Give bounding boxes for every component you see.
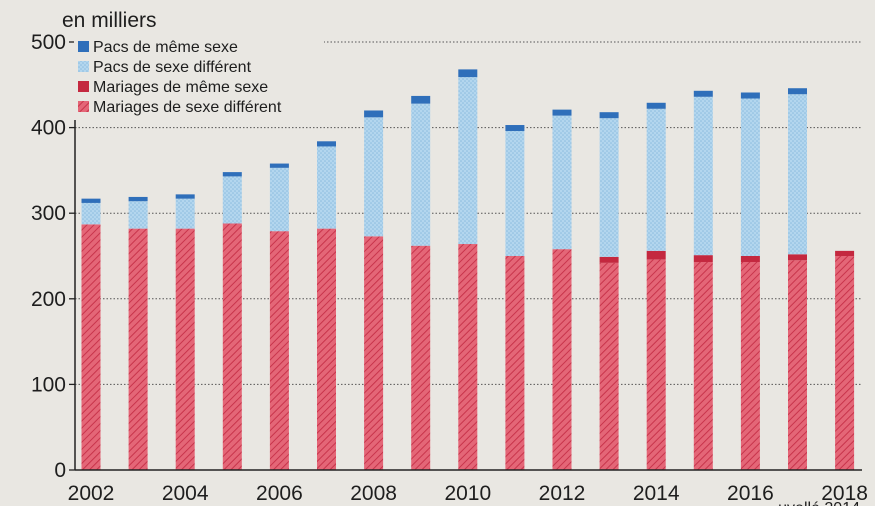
bar-pacs-de-sexe-different-2016 [740, 98, 760, 256]
bar-mariages-de-sexe-different-2008 [364, 236, 384, 470]
bar-pacs-de-sexe-different-2006 [269, 167, 289, 232]
x-tick-label: 2008 [350, 482, 397, 505]
bar-mariages-de-sexe-different-2007 [317, 228, 336, 470]
legend-background [74, 38, 324, 120]
bar-mariages-de-sexe-different-2005 [222, 223, 242, 470]
legend-swatch-mariages-de-sexe-different [78, 101, 89, 112]
bar-pacs-de-sexe-different-2002 [81, 202, 101, 225]
y-tick-label: 400 [31, 117, 66, 140]
bar-pacs-de-meme-sexe-2002 [81, 198, 101, 203]
bar-mariages-de-meme-sexe-2018 [835, 250, 855, 256]
bar-pacs-de-sexe-different-2008 [364, 117, 384, 237]
bar-mariages-de-meme-sexe-2017 [788, 254, 807, 261]
x-tick-label: 2018 [821, 482, 868, 505]
legend-swatch-mariages-de-meme-sexe [78, 81, 89, 92]
bar-pacs-de-meme-sexe-2010 [458, 69, 478, 78]
bar-mariages-de-sexe-different-2009 [411, 245, 431, 470]
bar-mariages-de-sexe-different-2006 [269, 231, 289, 470]
bar-pacs-de-sexe-different-2014 [646, 108, 666, 251]
bar-pacs-de-meme-sexe-2009 [411, 95, 431, 104]
bar-pacs-de-meme-sexe-2013 [599, 112, 619, 119]
bar-mariages-de-sexe-different-2002 [81, 224, 101, 470]
bar-mariages-de-meme-sexe-2014 [646, 250, 666, 260]
bar-mariages-de-sexe-different-2015 [693, 261, 713, 470]
bar-pacs-de-sexe-different-2007 [317, 146, 336, 229]
bar-pacs-de-meme-sexe-2017 [788, 88, 807, 95]
bar-pacs-de-meme-sexe-2015 [693, 90, 713, 97]
x-tick-label: 2002 [68, 482, 115, 505]
bar-pacs-de-meme-sexe-2005 [222, 172, 242, 177]
bars [81, 69, 855, 470]
legend-label-pacs-de-meme-sexe: Pacs de même sexe [93, 39, 238, 56]
gridlines [75, 41, 862, 385]
bar-pacs-de-sexe-different-2017 [788, 94, 807, 255]
bar-pacs-de-meme-sexe-2011 [505, 125, 525, 132]
bar-mariages-de-meme-sexe-2013 [599, 256, 619, 263]
x-tick-label: 2012 [539, 482, 586, 505]
bar-pacs-de-meme-sexe-2004 [175, 194, 195, 199]
bar-pacs-de-sexe-different-2013 [599, 118, 619, 257]
bar-pacs-de-sexe-different-2012 [552, 115, 572, 250]
bar-pacs-de-meme-sexe-2007 [317, 141, 336, 147]
legend-label-mariages-de-meme-sexe: Mariages de même sexe [93, 79, 268, 96]
bar-mariages-de-sexe-different-2014 [646, 259, 666, 470]
bar-pacs-de-sexe-different-2015 [693, 96, 713, 256]
bar-pacs-de-sexe-different-2004 [175, 198, 195, 229]
legend-swatch-pacs-de-sexe-different [78, 61, 89, 72]
bar-pacs-de-sexe-different-2011 [505, 131, 525, 256]
y-tick-label: 0 [54, 459, 66, 482]
bar-pacs-de-sexe-different-2005 [222, 176, 242, 224]
bar-mariages-de-sexe-different-2017 [788, 260, 807, 470]
bar-mariages-de-sexe-different-2018 [835, 256, 855, 470]
bar-pacs-de-meme-sexe-2003 [128, 196, 148, 202]
bar-pacs-de-meme-sexe-2012 [552, 109, 572, 116]
bar-mariages-de-meme-sexe-2016 [740, 256, 760, 262]
bar-pacs-de-meme-sexe-2016 [740, 92, 760, 99]
bar-mariages-de-sexe-different-2013 [599, 262, 619, 470]
y-tick-label: 500 [31, 31, 66, 54]
x-tick-label: 2016 [727, 482, 774, 505]
x-tick-label: 2010 [444, 482, 491, 505]
bar-mariages-de-sexe-different-2012 [552, 249, 572, 470]
bar-pacs-de-sexe-different-2003 [128, 201, 148, 229]
legend-label-pacs-de-sexe-different: Pacs de sexe différent [93, 59, 252, 76]
axis-labels: 0 100 200 300 400 500 2002 2004 2006 2008 2010 2012… [31, 9, 868, 506]
bar-mariages-de-sexe-different-2003 [128, 228, 148, 470]
x-tick-label: 2006 [256, 482, 303, 505]
y-tick-label: 100 [31, 373, 66, 396]
bar-pacs-de-sexe-different-2010 [458, 77, 478, 245]
source-note: ...uvellé 2014 [765, 500, 860, 506]
bar-pacs-de-meme-sexe-2014 [646, 102, 666, 109]
bar-mariages-de-meme-sexe-2015 [693, 255, 713, 262]
x-tick-label: 2004 [162, 482, 209, 505]
x-tick-label: 2014 [633, 482, 680, 505]
bar-mariages-de-sexe-different-2011 [505, 256, 525, 470]
unit-label: en milliers [62, 9, 157, 32]
legend-swatch-pacs-de-meme-sexe [78, 41, 89, 52]
bar-mariages-de-sexe-different-2004 [175, 228, 195, 470]
legend-label-mariages-de-sexe-different: Mariages de sexe différent [93, 99, 282, 116]
bar-mariages-de-sexe-different-2016 [740, 261, 760, 470]
bar-pacs-de-meme-sexe-2006 [269, 163, 289, 168]
bar-mariages-de-sexe-different-2010 [458, 244, 478, 470]
y-tick-label: 300 [31, 202, 66, 225]
bar-pacs-de-sexe-different-2009 [411, 103, 431, 246]
legend: Pacs de même sexe Pacs de sexe différent M… [74, 38, 324, 120]
bar-pacs-de-meme-sexe-2008 [364, 110, 384, 118]
y-tick-label: 200 [31, 288, 66, 311]
